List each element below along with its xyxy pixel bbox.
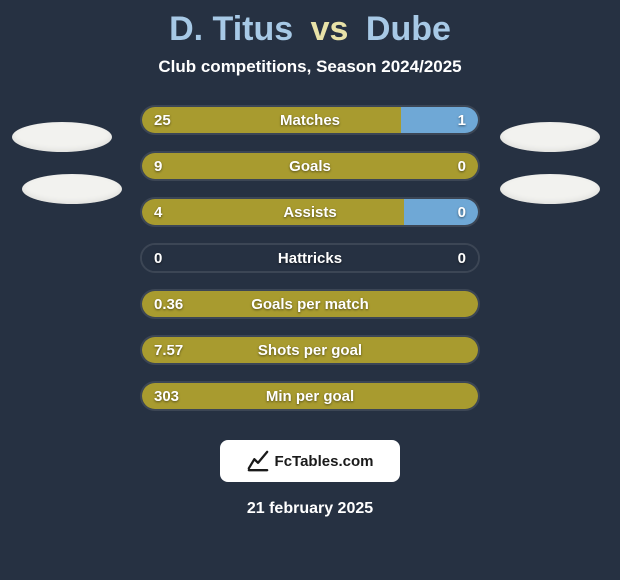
date-label: 21 february 2025 [0,500,620,518]
stat-metric-label: Shots per goal [142,342,478,359]
stat-metric-label: Goals per match [142,296,478,313]
decorative-ellipse [22,174,122,204]
stat-value-right: 0 [458,158,466,175]
stat-value-right: 1 [458,112,466,129]
stat-bar: 0Hattricks0 [140,243,480,273]
fctables-badge: FcTables.com [220,440,400,482]
stat-value-left: 4 [154,204,162,221]
stat-bar: 7.57Shots per goal [140,335,480,365]
player2-name: Dube [366,10,451,48]
vs-label: vs [311,10,349,48]
chart-icon [247,450,269,472]
stat-value-left: 25 [154,112,171,129]
stat-row: 4Assists0 [0,197,620,243]
subtitle: Club competitions, Season 2024/2025 [0,57,620,77]
stat-bar: 303Min per goal [140,381,480,411]
stat-metric-label: Goals [142,158,478,175]
stat-bar: 25Matches1 [140,105,480,135]
decorative-ellipse [12,122,112,152]
page-title: D. Titus vs Dube [0,0,620,49]
stat-row: 0Hattricks0 [0,243,620,289]
player1-name: D. Titus [169,10,293,48]
stat-bar: 0.36Goals per match [140,289,480,319]
stat-metric-label: Hattricks [142,250,478,267]
stat-value-left: 0 [154,250,162,267]
stat-value-left: 7.57 [154,342,183,359]
decorative-ellipse [500,122,600,152]
stat-row: 303Min per goal [0,381,620,427]
decorative-ellipse [500,174,600,204]
stat-value-left: 9 [154,158,162,175]
stat-value-left: 303 [154,388,179,405]
stat-metric-label: Assists [142,204,478,221]
stat-row: 0.36Goals per match [0,289,620,335]
stats-rows: 25Matches19Goals04Assists00Hattricks00.3… [0,105,620,427]
stat-value-right: 0 [458,250,466,267]
stat-metric-label: Min per goal [142,388,478,405]
stat-metric-label: Matches [142,112,478,129]
stat-bar: 4Assists0 [140,197,480,227]
stat-row: 7.57Shots per goal [0,335,620,381]
stat-bar: 9Goals0 [140,151,480,181]
stat-value-left: 0.36 [154,296,183,313]
badge-text: FcTables.com [275,453,374,470]
stat-value-right: 0 [458,204,466,221]
